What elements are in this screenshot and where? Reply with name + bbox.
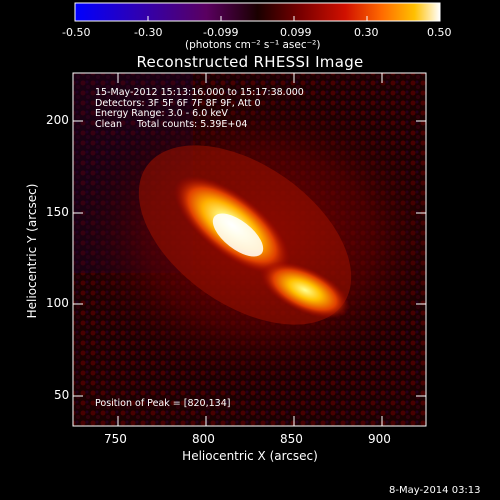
- info-line: 15-May-2012 15:13:16.000 to 15:17:38.000: [95, 87, 304, 98]
- rhessi-image: [73, 73, 426, 426]
- colorbar-units: (photons cm⁻² s⁻¹ asec⁻²): [185, 39, 321, 51]
- info-line: Energy Range: 3.0 - 6.0 keV: [95, 108, 228, 119]
- colorbar-tick-label: -0.099: [203, 26, 239, 39]
- x-tick-label: 750: [104, 432, 127, 446]
- colorbar-tick-label: 0.099: [280, 26, 312, 39]
- y-tick-label: 200: [46, 113, 69, 127]
- y-axis-title: Heliocentric Y (arcsec): [25, 183, 39, 319]
- colorbar-tick-label: -0.50: [62, 26, 91, 39]
- colorbar-ticks: [74, 16, 441, 21]
- y-tick-label: 150: [46, 205, 69, 219]
- colorbar-tick-label: -0.30: [134, 26, 163, 39]
- x-tick-label: 850: [280, 432, 303, 446]
- x-axis-title: Heliocentric X (arcsec): [182, 449, 318, 463]
- y-tick-label: 100: [46, 296, 69, 310]
- colorbar: [74, 2, 441, 22]
- x-tick-marks: [117, 73, 383, 426]
- colorbar-tick-label: 0.30: [354, 26, 379, 39]
- x-tick-label: 900: [368, 432, 391, 446]
- timestamp: 8-May-2014 03:13: [389, 485, 481, 496]
- info-line: Detectors: 3F 5F 6F 7F 8F 9F, Att 0: [95, 97, 261, 109]
- info-line: Clean Total counts: 5.39E+04: [95, 118, 248, 130]
- plot-title: Reconstructed RHESSI Image: [136, 53, 364, 71]
- x-tick-label: 800: [192, 432, 215, 446]
- y-tick-marks: [73, 120, 426, 397]
- peak-position-label: Position of Peak = [820,134]: [95, 398, 231, 409]
- plot-frame: [72, 72, 427, 427]
- y-tick-label: 50: [54, 388, 70, 402]
- colorbar-tick-label: 0.50: [427, 26, 452, 39]
